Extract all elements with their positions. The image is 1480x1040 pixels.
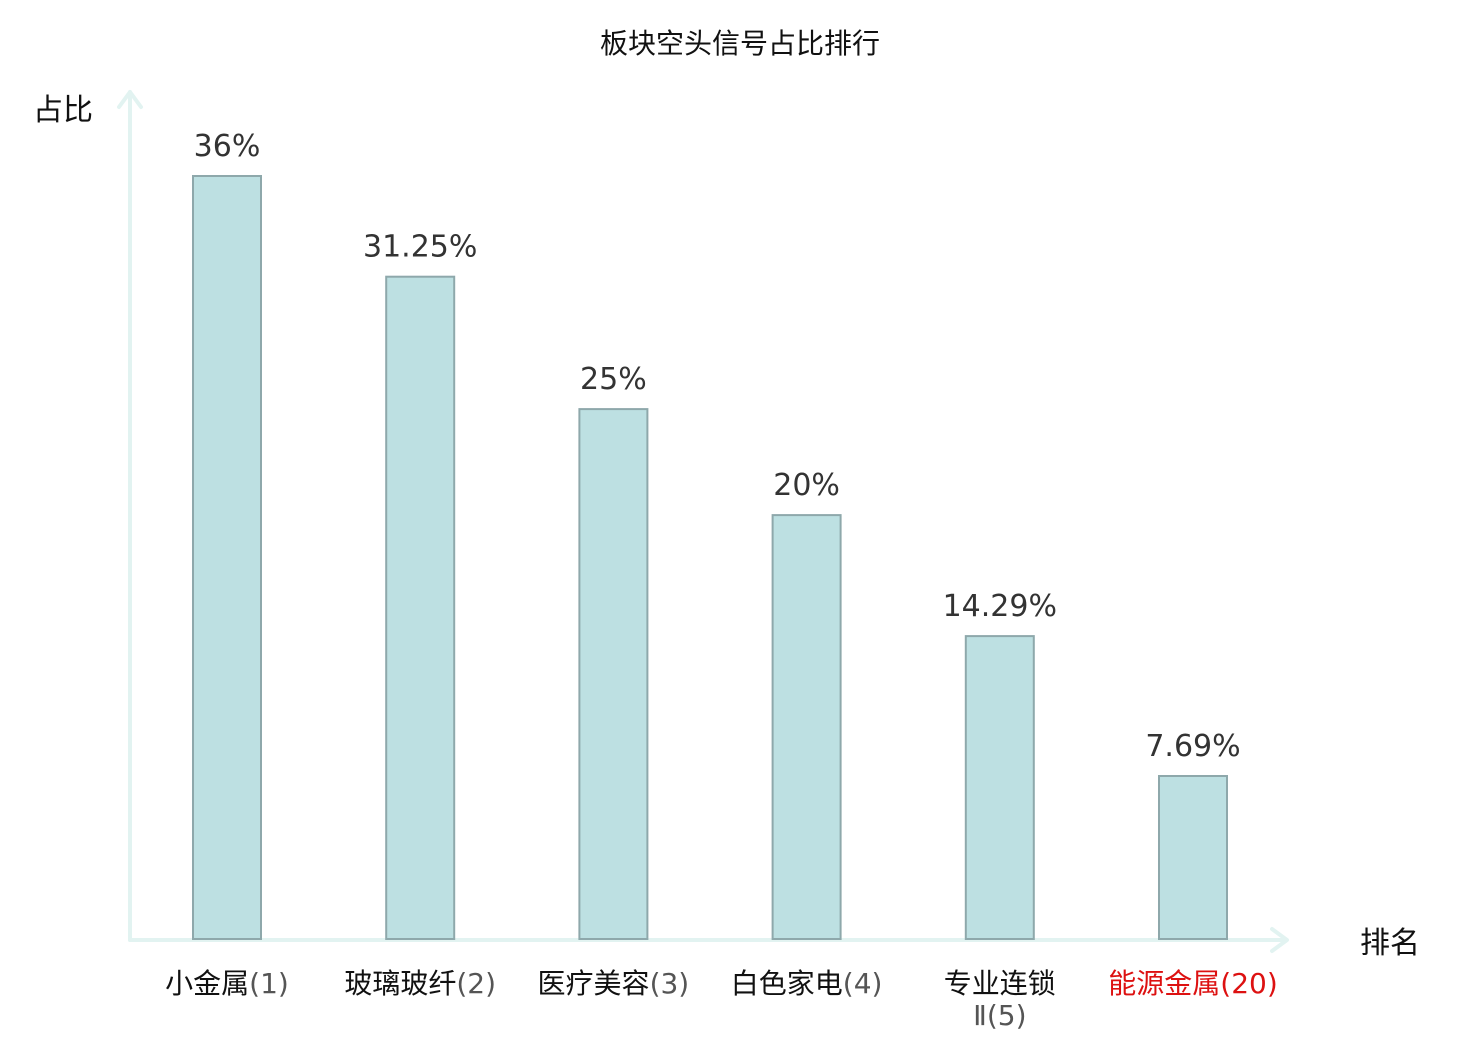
y-axis-label: 占比 [33, 93, 93, 128]
x-axis [128, 927, 1289, 953]
category-name: 专业连锁 [944, 967, 1056, 1000]
category-labels: 小金属(1) 玻璃玻纤(2) 医疗美容(3) 白色家电(4) 专业连锁Ⅱ(5)能源金属(… [165, 967, 1278, 1032]
category-name: 玻璃玻纤 [344, 967, 456, 1000]
value-label-5: 14.29% [943, 589, 1057, 624]
category-rank: (3) [650, 967, 690, 1000]
category-rank: (2) [456, 967, 496, 1000]
category-label-4: 白色家电(4) [731, 967, 883, 1000]
value-label-3: 25% [580, 362, 647, 397]
value-label-2: 31.25% [363, 230, 477, 265]
category-rank-line-5: Ⅱ(5) [973, 999, 1026, 1032]
category-name: 白色家电 [731, 967, 843, 1000]
bar-5 [964, 635, 1035, 940]
category-label-2: 玻璃玻纤(2) [344, 967, 496, 1000]
category-label-6: 能源金属(20) [1108, 967, 1278, 1000]
value-labels: 36% 31.25% 25% 20% 14.29% 7.69% [194, 129, 1241, 764]
category-rank: Ⅱ(5) [973, 999, 1026, 1032]
y-axis [117, 90, 143, 942]
bar-2 [385, 275, 456, 940]
x-axis-label: 排名 [1360, 926, 1420, 961]
category-label-5: 专业连锁 [944, 967, 1056, 1000]
category-label-3: 医疗美容(3) [538, 967, 690, 1000]
category-rank: (4) [843, 967, 883, 1000]
bar-4 [771, 514, 842, 940]
value-label-1: 36% [194, 129, 261, 164]
bar-6 [1158, 775, 1228, 940]
bar-series [192, 175, 1228, 941]
chart-title: 板块空头信号占比排行 [600, 27, 880, 60]
category-name: 小金属 [165, 967, 249, 1000]
value-label-6: 7.69% [1145, 729, 1240, 764]
category-name: 医疗美容 [538, 967, 650, 1000]
category-rank: (1) [249, 967, 289, 1000]
category-name: 能源金属 [1108, 967, 1220, 1000]
category-label-1: 小金属(1) [165, 967, 289, 1000]
bar-1 [192, 175, 262, 940]
value-label-4: 20% [773, 468, 840, 503]
category-rank: (20) [1220, 967, 1277, 1000]
bar-3 [578, 408, 649, 941]
